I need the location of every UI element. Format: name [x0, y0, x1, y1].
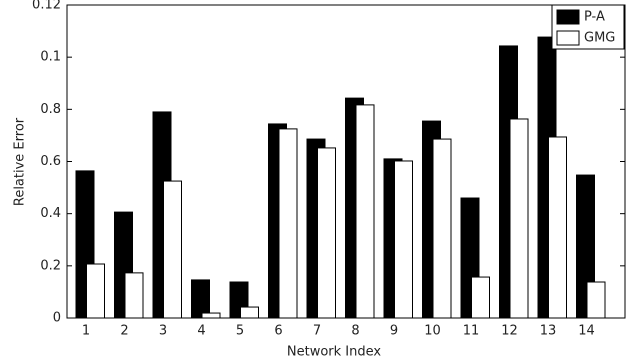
bar	[471, 276, 490, 319]
bar	[586, 281, 606, 319]
bar	[191, 279, 210, 319]
x-axis-label: Network Index	[287, 345, 382, 360]
x-tick-label: 14	[578, 324, 595, 339]
x-tick-label: 3	[159, 324, 167, 339]
y-axis-label: Relative Error	[13, 117, 28, 206]
plot-frame	[66, 4, 626, 319]
legend-label: GMG	[584, 31, 615, 46]
x-tick-label: 5	[236, 324, 244, 339]
x-tick-label: 9	[390, 324, 398, 339]
y-tick-label: 0.6	[40, 154, 61, 169]
bar	[278, 128, 298, 319]
x-tick-label: 10	[424, 324, 441, 339]
bar	[86, 263, 105, 319]
x-tick-label: 2	[120, 324, 128, 339]
x-tick-label: 1	[82, 324, 90, 339]
bar	[432, 138, 452, 319]
x-tick-label: 7	[313, 324, 321, 339]
bar	[509, 118, 529, 319]
bar	[201, 312, 221, 319]
y-tick-label: 0.1	[40, 50, 61, 65]
legend-swatch	[556, 9, 580, 25]
bar	[548, 136, 567, 319]
y-tick-label: 0.4	[40, 206, 61, 221]
bar	[355, 104, 375, 319]
x-tick-label: 8	[351, 324, 359, 339]
legend-label: P-A	[584, 10, 605, 25]
x-tick-label: 12	[501, 324, 518, 339]
x-tick-label: 6	[274, 324, 282, 339]
y-tick-label: 0.8	[40, 102, 61, 117]
bar	[163, 180, 182, 319]
legend-swatch	[556, 30, 580, 46]
x-tick-label: 4	[197, 324, 205, 339]
bar	[317, 147, 336, 319]
bar	[394, 160, 413, 319]
y-tick-label: 0.2	[40, 258, 61, 273]
y-tick-label: 0	[53, 311, 61, 326]
x-tick-label: 11	[463, 324, 480, 339]
bar	[124, 272, 144, 319]
bar	[240, 306, 259, 319]
x-tick-label: 13	[540, 324, 557, 339]
y-tick-label: 0.12	[32, 0, 61, 13]
